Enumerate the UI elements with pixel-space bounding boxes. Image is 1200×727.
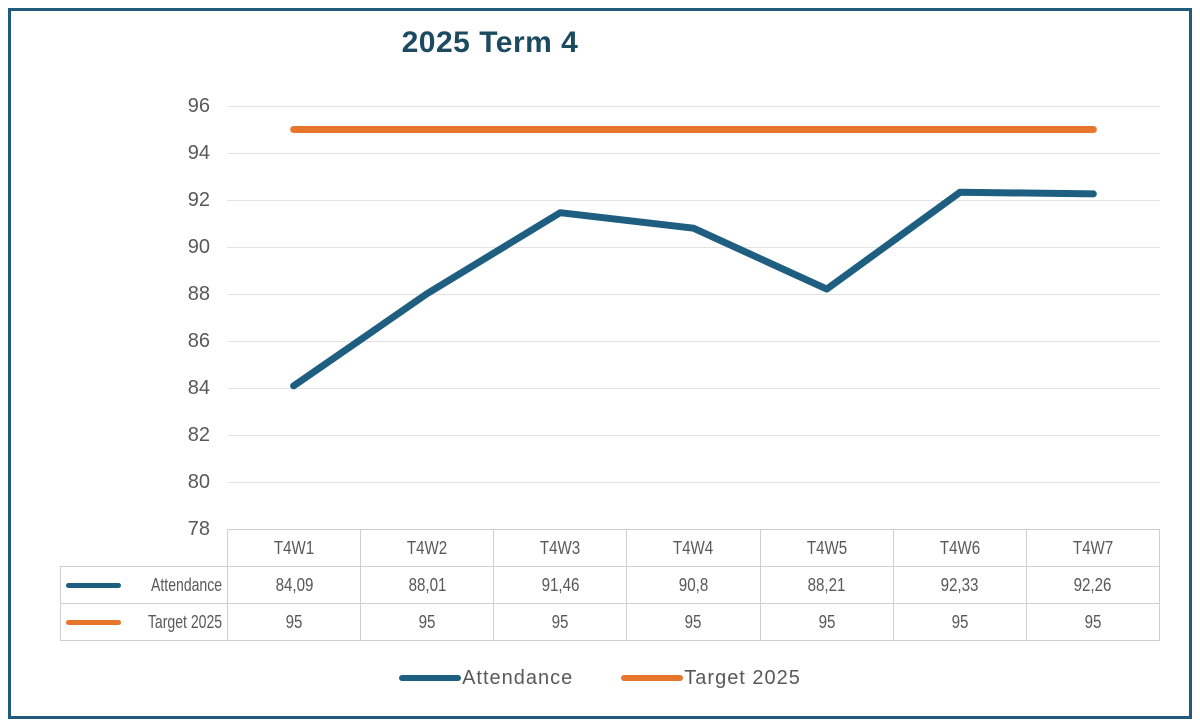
attendance-line (290, 188, 1097, 390)
table-value-cell: 95 (493, 603, 628, 641)
value-label: 95 (285, 611, 303, 632)
value-label: 92,26 (1073, 574, 1112, 595)
table-value-cell: 92,26 (1025, 566, 1161, 604)
table-value-cell: 95 (1025, 603, 1161, 641)
value-label: 95 (418, 611, 436, 632)
legend-line-icon (399, 675, 462, 681)
table-value-cell: 88,01 (360, 566, 495, 604)
table-row: Target 2025 95 95 95 95 95 95 95 (60, 603, 1161, 641)
table-column-header: T4W2 (360, 529, 495, 567)
gridline (227, 388, 1160, 389)
legend-line-icon (621, 675, 684, 681)
data-table: T4W1 T4W2 T4W3 T4W4 T4W5 T4W6 T4W7 Attendance 84… (60, 529, 1161, 641)
legend-label: Attendance (462, 666, 574, 689)
table-column-header: T4W1 (226, 529, 362, 567)
gridline (227, 482, 1160, 483)
table-value-cell: 92,33 (892, 566, 1027, 604)
value-label: 95 (685, 611, 702, 632)
legend-label: Target 2025 (684, 666, 801, 689)
column-header-label: T4W2 (407, 537, 448, 558)
value-label: 92,33 (940, 574, 979, 595)
table-value-cell: 88,21 (759, 566, 894, 604)
table-corner-cell (61, 530, 228, 567)
table-column-header: T4W7 (1025, 529, 1161, 567)
series-name-label: Target 2025 (147, 611, 222, 632)
table-value-cell: 95 (226, 603, 362, 641)
y-axis-label: 92 (187, 189, 210, 211)
gridline (227, 153, 1160, 154)
value-label: 90,8 (678, 574, 709, 595)
y-axis-label: 84 (187, 377, 210, 399)
y-axis-label: 90 (187, 236, 210, 258)
table-column-header: T4W4 (626, 529, 761, 567)
series-line-icon (66, 583, 121, 588)
value-label: 88,21 (807, 574, 846, 595)
y-axis-label: 78 (187, 518, 210, 540)
table-column-header: T4W5 (759, 529, 894, 567)
plot-area (290, 126, 1097, 390)
column-header-label: T4W4 (673, 537, 714, 558)
column-header-label: T4W3 (540, 537, 581, 558)
table-value-cell: 84,09 (226, 566, 362, 604)
y-axis-label: 94 (187, 142, 210, 164)
gridline (227, 106, 1160, 107)
column-header-label: T4W5 (806, 537, 847, 558)
column-header-label: T4W1 (273, 537, 315, 558)
y-axis-label: 96 (187, 95, 210, 117)
legend: Attendance Target 2025 (0, 660, 1200, 696)
gridline (227, 435, 1160, 436)
table-value-cell: 95 (360, 603, 495, 641)
value-label: 91,46 (541, 574, 580, 595)
gridline (227, 200, 1160, 201)
value-label: 95 (1084, 611, 1102, 632)
y-axis-label: 86 (187, 330, 210, 352)
table-row-header: Target 2025 (60, 603, 228, 641)
value-label: 95 (951, 611, 969, 632)
table-column-header: T4W3 (493, 529, 628, 567)
gridline (227, 294, 1160, 295)
table-value-cell: 90,8 (626, 566, 761, 604)
legend-item: Attendance (399, 667, 573, 690)
column-header-label: T4W7 (1072, 537, 1114, 558)
legend-item: Target 2025 (621, 667, 801, 690)
table-value-cell: 95 (892, 603, 1027, 641)
y-axis-label: 82 (187, 424, 210, 446)
series-name-label: Attendance (150, 574, 222, 595)
table-column-header: T4W6 (892, 529, 1027, 567)
chart-title: 2025 Term 4 (401, 26, 579, 59)
table-value-cell: 91,46 (493, 566, 628, 604)
value-label: 84,09 (275, 574, 313, 595)
column-header-label: T4W6 (939, 537, 980, 558)
table-row: Attendance 84,09 88,01 91,46 90,8 88,21 92,33 9… (60, 566, 1161, 604)
gridline (227, 341, 1160, 342)
table-value-cell: 95 (626, 603, 761, 641)
y-axis-label: 88 (187, 283, 210, 305)
value-label: 95 (551, 611, 569, 632)
value-label: 95 (818, 611, 836, 632)
value-label: 88,01 (408, 574, 447, 595)
y-axis-label: 80 (187, 471, 210, 493)
gridline (227, 247, 1160, 248)
series-line-icon (66, 620, 121, 625)
table-value-cell: 95 (759, 603, 894, 641)
table-row-header: Attendance (60, 566, 228, 604)
